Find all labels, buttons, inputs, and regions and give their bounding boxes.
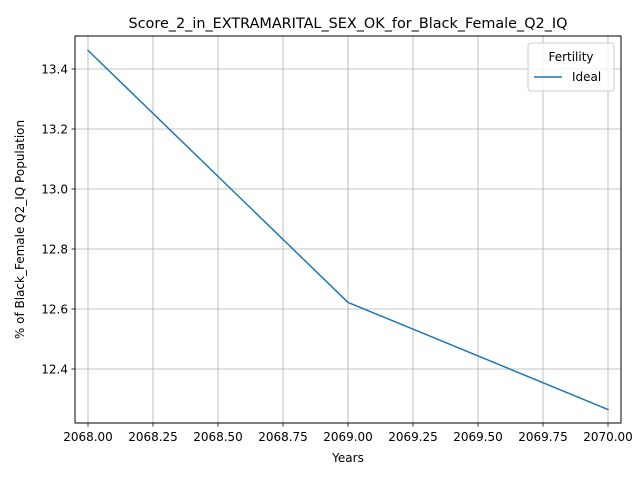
x-tick-label: 2070.00 [583,430,633,444]
y-tick-label: 13.4 [41,62,68,76]
y-axis-label: % of Black_Female Q2_IQ Population [13,120,27,339]
x-axis-ticks: 2068.00 2068.25 2068.50 2068.75 2069.00 2069.… [63,423,633,444]
legend-box [527,42,615,92]
grid [75,36,621,423]
y-tick-label: 13.0 [41,182,68,196]
x-tick-label: 2069.50 [453,430,503,444]
x-tick-label: 2069.75 [518,430,568,444]
y-tick-label: 13.2 [41,122,68,136]
chart-title: Score_2_in_EXTRAMARITAL_SEX_OK_for_Black… [129,16,568,32]
x-tick-label: 2068.25 [128,430,178,444]
x-tick-label: 2068.75 [258,430,308,444]
x-tick-label: 2068.50 [193,430,243,444]
legend: Fertility Ideal [527,42,615,92]
y-tick-label: 12.4 [41,362,68,376]
legend-title: Fertility [548,50,593,64]
y-tick-label: 12.6 [41,302,68,316]
series-layer [86,49,609,411]
x-tick-label: 2068.00 [63,430,113,444]
y-axis-ticks: 12.4 12.6 12.8 13.0 13.2 13.4 [41,62,75,376]
series-line-ideal [86,49,609,411]
legend-label-ideal: Ideal [572,70,601,84]
x-tick-label: 2069.25 [388,430,438,444]
x-tick-label: 2069.00 [323,430,373,444]
x-axis-label: Years [331,451,364,465]
y-tick-label: 12.8 [41,242,68,256]
